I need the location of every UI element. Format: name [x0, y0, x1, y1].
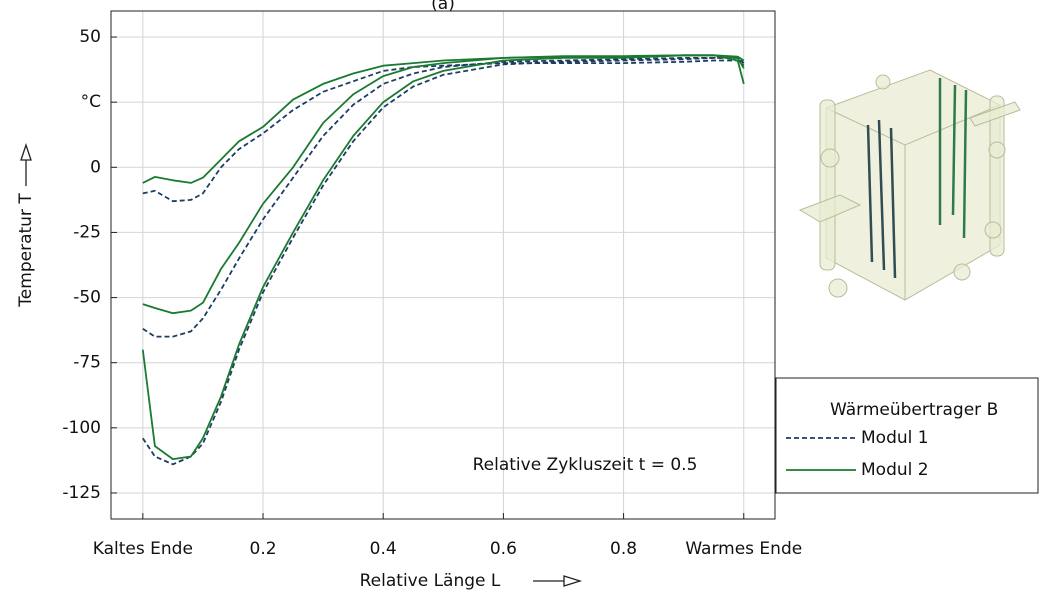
- y-tick-label: °C: [81, 92, 101, 112]
- chart-title: (a): [431, 0, 455, 14]
- y-tick-label: -125: [62, 483, 101, 503]
- y-tick-label: -25: [73, 222, 101, 242]
- y-tick-label: -100: [62, 418, 101, 438]
- y-tick-label: 50: [79, 27, 101, 47]
- x-tick-label: 0.8: [610, 539, 637, 559]
- heat-exchanger-illustration: [798, 69, 1021, 301]
- series-line: [141, 54, 745, 460]
- x-tick-label: 0.6: [490, 539, 517, 559]
- y-tick-label: -50: [73, 288, 101, 308]
- legend-label: Modul 2: [861, 460, 929, 480]
- legend-label: Modul 1: [861, 428, 929, 448]
- legend-title: Wärmeübertrager B: [830, 400, 998, 420]
- plot-frame: [110, 10, 776, 520]
- y-axis-arrow: [20, 142, 32, 186]
- plot-area: [111, 11, 775, 519]
- series-line: [142, 54, 745, 315]
- annotation: Relative Zykluszeit t = 0.5: [473, 455, 698, 475]
- y-axis-label: Temperatur T: [16, 193, 36, 308]
- series-line: [142, 57, 745, 466]
- x-tick-label: 0.2: [250, 539, 277, 559]
- x-tick-label: Warmes Ende: [685, 539, 802, 559]
- y-tick-label: 0: [90, 157, 101, 177]
- x-axis-arrow: [533, 575, 583, 587]
- legend-box: [775, 377, 1039, 494]
- series-line: [142, 57, 745, 338]
- x-tick-label: 0.4: [370, 539, 397, 559]
- x-axis-label: Relative Länge L: [360, 571, 501, 591]
- x-tick-label: Kaltes Ende: [93, 539, 193, 559]
- series-line: [142, 59, 745, 203]
- y-tick-label: -75: [73, 353, 101, 373]
